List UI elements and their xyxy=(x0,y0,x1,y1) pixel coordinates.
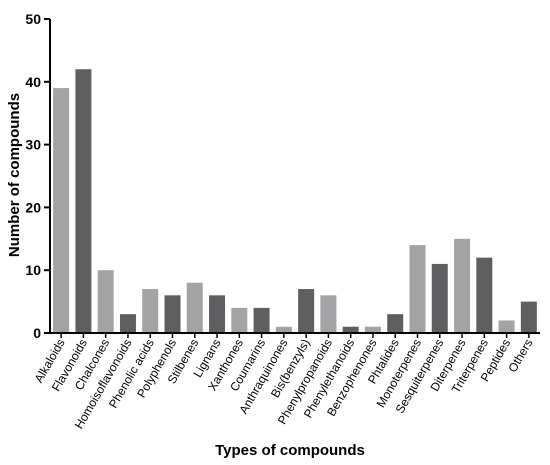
bar-alkaloids xyxy=(53,88,70,333)
bar-diterpenes xyxy=(454,238,471,333)
bar-flavonoids xyxy=(75,69,92,334)
bar-lignans xyxy=(209,295,226,333)
bar-bis-benzyls xyxy=(298,289,315,333)
y-tick-label: 10 xyxy=(25,262,41,278)
y-tick-label: 30 xyxy=(25,137,41,153)
x-axis-title: Types of compounds xyxy=(215,442,365,459)
bar-anthraquinones xyxy=(275,326,292,333)
bar-chalcones xyxy=(97,270,114,333)
y-ticks-group: 0 10 20 30 40 50 xyxy=(25,11,50,341)
y-tick-label: 50 xyxy=(25,11,41,27)
axes-group xyxy=(49,19,540,334)
bar-coumarins xyxy=(253,307,270,333)
y-tick-label: 20 xyxy=(25,199,41,215)
y-axis-title: Number of compounds xyxy=(6,93,23,257)
bar-phenolic-acids xyxy=(142,289,159,333)
bar-phenylpropanoids xyxy=(320,295,337,333)
bar-others xyxy=(520,301,537,333)
bars-group xyxy=(53,69,537,334)
bar-phenylethanoids xyxy=(342,326,359,333)
y-tick-label: 0 xyxy=(33,325,41,341)
y-tick-label: 40 xyxy=(25,74,41,90)
bar-stilbenes xyxy=(186,282,203,333)
bar-xanthones xyxy=(231,307,248,333)
bar-triterpenes xyxy=(476,257,493,333)
bar-sesquiterpenes xyxy=(431,263,448,333)
bar-phtalides xyxy=(387,314,404,333)
bar-homoisoflavonoids xyxy=(119,314,136,333)
x-ticks-group: AlkaloidsFlavonoidsChalconesHomoisoflavo… xyxy=(32,333,535,431)
bar-peptides xyxy=(498,320,515,333)
bar-monoterpenes xyxy=(409,245,426,333)
bar-benzophenones xyxy=(364,326,381,333)
bar-polyphenols xyxy=(164,295,181,333)
